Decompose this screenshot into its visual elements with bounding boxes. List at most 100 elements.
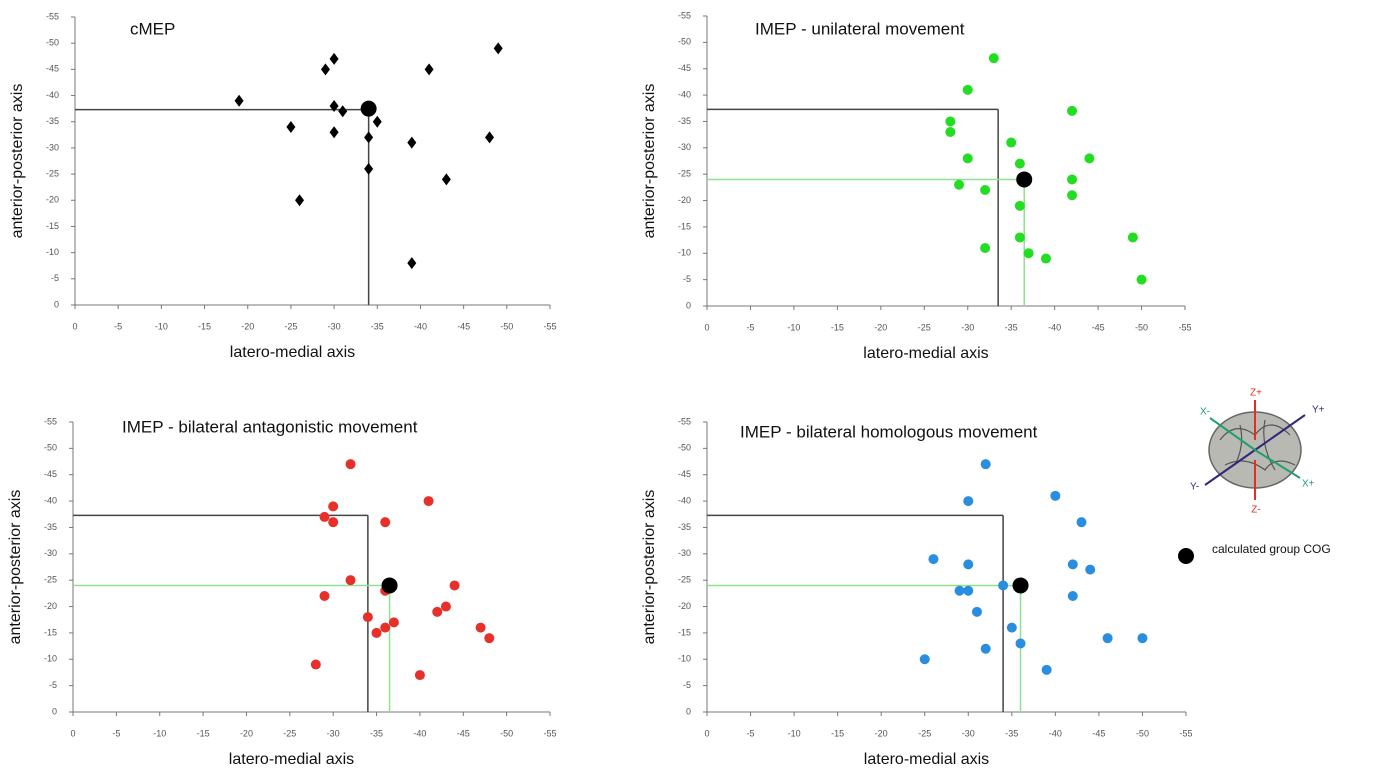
- chart-title: IMEP - bilateral antagonistic movement: [122, 417, 418, 436]
- y-tick-label: -30: [46, 142, 59, 152]
- y-tick-label: -15: [44, 627, 57, 637]
- x-tick-label: -20: [240, 728, 253, 738]
- x-axis-label: latero-medial axis: [863, 345, 988, 362]
- point: [998, 580, 1009, 591]
- icon-label: X+: [1302, 479, 1315, 490]
- point: [1067, 174, 1078, 185]
- point: [372, 115, 382, 128]
- point: [440, 601, 451, 612]
- point: [328, 501, 339, 512]
- point: [380, 622, 391, 633]
- x-tick-label: -35: [371, 321, 384, 331]
- x-tick-label: -10: [788, 728, 801, 738]
- brain-icon: Z+ Z- Y+ Y- X+ X-: [1190, 388, 1325, 516]
- point: [371, 627, 382, 638]
- y-tick-label: 0: [54, 299, 59, 309]
- y-tick-label: -5: [683, 680, 691, 690]
- point: [493, 42, 503, 55]
- point: [329, 126, 339, 139]
- y-tick-label: 0: [686, 706, 691, 716]
- y-tick-label: -20: [46, 195, 59, 205]
- x-tick-label: -55: [543, 728, 556, 738]
- y-tick-label: 0: [52, 706, 57, 716]
- y-tick-label: -10: [678, 654, 691, 664]
- legend-marker: [1178, 548, 1194, 564]
- y-tick-label: -5: [683, 274, 691, 284]
- point: [1084, 153, 1095, 164]
- point: [414, 670, 425, 681]
- point: [971, 606, 982, 617]
- y-tick-label: -25: [46, 168, 59, 178]
- point: [980, 185, 991, 195]
- x-tick-label: 0: [704, 728, 709, 738]
- point: [329, 52, 339, 65]
- x-tick-label: -55: [543, 321, 556, 331]
- y-tick-label: -35: [46, 116, 59, 126]
- y-axis-label: anterior-posterior axis: [641, 84, 658, 239]
- x-tick-label: -15: [831, 728, 844, 738]
- point: [1067, 105, 1078, 116]
- x-tick-label: -5: [114, 321, 122, 331]
- y-tick-label: -55: [46, 11, 59, 21]
- y-tick-label: -15: [678, 221, 691, 231]
- x-axis-label: latero-medial axis: [864, 751, 989, 768]
- y-tick-label: -35: [678, 116, 691, 126]
- x-tick-label: -25: [918, 322, 931, 332]
- point: [963, 585, 974, 596]
- point: [423, 496, 434, 507]
- icon-label: Y+: [1312, 405, 1325, 416]
- x-tick-label: -25: [283, 728, 296, 738]
- x-tick-label: -40: [1048, 322, 1061, 332]
- y-tick-label: -45: [678, 63, 691, 73]
- y-tick-label: -15: [678, 627, 691, 637]
- point: [449, 580, 460, 591]
- chart-title: IMEP - unilateral movement: [755, 19, 965, 38]
- point: [329, 100, 339, 113]
- y-tick-label: -25: [44, 575, 57, 585]
- y-tick-label: -25: [678, 575, 691, 585]
- chart-title: IMEP - bilateral homologous movement: [740, 422, 1038, 441]
- y-tick-label: -55: [44, 416, 57, 426]
- legend-label: calculated group COG: [1212, 542, 1331, 556]
- point: [432, 606, 443, 617]
- cog-point: [1016, 171, 1033, 188]
- y-axis: [1254, 414, 1306, 451]
- x-tick-label: 0: [704, 322, 709, 332]
- x-tick-label: -20: [241, 321, 254, 331]
- y-tick-label: -50: [44, 443, 57, 453]
- y-tick-label: -20: [678, 601, 691, 611]
- point: [475, 622, 486, 633]
- x-axis-label: latero-medial axis: [230, 344, 355, 361]
- point: [1076, 517, 1087, 528]
- y-tick-label: -35: [44, 522, 57, 532]
- x-tick-label: -20: [875, 728, 888, 738]
- y-tick-label: -50: [678, 37, 691, 47]
- y-tick-label: -30: [44, 548, 57, 558]
- point: [980, 643, 991, 654]
- y-tick-label: -55: [678, 10, 691, 20]
- point: [945, 127, 956, 137]
- x-axis: [1209, 417, 1256, 451]
- point: [1067, 190, 1078, 201]
- y-tick-label: -10: [44, 654, 57, 664]
- x-tick-label: -35: [370, 728, 383, 738]
- point: [380, 517, 391, 528]
- point: [1067, 591, 1078, 601]
- x-tick-label: -40: [413, 728, 426, 738]
- point: [980, 243, 991, 253]
- y-tick-label: -40: [46, 90, 59, 100]
- icon-label: Z+: [1250, 388, 1262, 399]
- point: [928, 554, 939, 565]
- point: [319, 591, 330, 601]
- y-tick-label: -20: [44, 601, 57, 611]
- y-tick-label: -45: [678, 469, 691, 479]
- x-tick-label: -35: [1005, 322, 1018, 332]
- point: [319, 511, 330, 522]
- x-tick-label: -45: [1092, 322, 1105, 332]
- x-tick-label: -35: [1005, 728, 1018, 738]
- point: [963, 559, 974, 570]
- y-tick-label: -5: [49, 680, 57, 690]
- point: [441, 173, 451, 186]
- point: [1136, 274, 1147, 285]
- x-tick-label: -40: [1049, 728, 1062, 738]
